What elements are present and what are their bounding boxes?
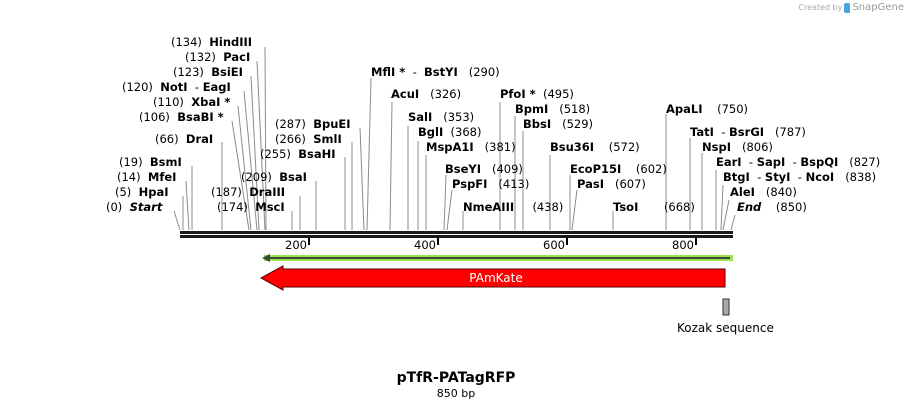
site-pfoi[interactable]: PfoI * (495) [500, 87, 574, 101]
site-mspa1i[interactable]: MspA1I (381) [426, 140, 516, 154]
pamkate-feature-arrow [259, 265, 726, 291]
backbone-top-strand [180, 231, 733, 234]
site-end[interactable]: End (850) [737, 200, 807, 214]
ruler-ticks [308, 238, 697, 245]
site-sali[interactable]: SalI (353) [408, 110, 475, 124]
site-connectors [173, 46, 736, 231]
site-tsoi[interactable]: TsoI (668) [613, 200, 695, 214]
site-ecop15i[interactable]: EcoP15I (602) [570, 162, 667, 176]
site-bsai[interactable]: (209) BsaI [241, 170, 307, 184]
site-noti-eagi[interactable]: (120) NotI - EagI [122, 80, 231, 94]
site-pasi[interactable]: PasI (607) [577, 177, 646, 191]
site-bsu36i[interactable]: Bsu36I (572) [550, 140, 640, 154]
site-start[interactable]: (0) Start [106, 200, 163, 214]
site-xbai[interactable]: (110) XbaI * [153, 95, 231, 109]
feature-label-pamkate[interactable]: PAmKate [469, 271, 523, 285]
site-pspfi[interactable]: PspFI (413) [452, 177, 530, 191]
tick-label-400: 400 [414, 238, 436, 252]
site-tati-bsrgi[interactable]: TatI - BsrGI (787) [690, 125, 806, 139]
site-hindiii[interactable]: (134) HindIII [171, 35, 253, 49]
site-smli[interactable]: (266) SmlI [275, 132, 342, 146]
site-bpmi[interactable]: BpmI (518) [515, 102, 591, 116]
site-bsahi[interactable]: (255) BsaHI [260, 147, 336, 161]
map-length: 850 bp [436, 387, 476, 400]
map-title: pTfR-PATagRFP [396, 370, 516, 386]
site-eari-sapi-bspqi[interactable]: EarI - SapI - BspQI (827) [716, 155, 881, 169]
site-alei[interactable]: AleI (840) [730, 185, 797, 199]
site-mfei[interactable]: (14) MfeI [117, 170, 177, 184]
tick-label-800: 800 [672, 238, 694, 252]
snapgene-credit: Created by SnapGene [798, 2, 904, 13]
site-nmeaiii[interactable]: NmeAIII (438) [463, 200, 564, 214]
tick-label-600: 600 [543, 238, 565, 252]
backbone-bottom-strand [180, 235, 733, 238]
site-acui[interactable]: AcuI (326) [391, 87, 462, 101]
site-hpai[interactable]: (5) HpaI [115, 185, 169, 199]
site-apali[interactable]: ApaLI (750) [666, 102, 749, 116]
site-nspi[interactable]: NspI (806) [702, 140, 773, 154]
site-bgli[interactable]: BglI (368) [418, 125, 482, 139]
site-bsmi[interactable]: (19) BsmI [119, 155, 182, 169]
kozak-feature-box [722, 298, 730, 316]
site-bbsi[interactable]: BbsI (529) [523, 117, 594, 131]
site-bseyi[interactable]: BseYI (409) [445, 162, 523, 176]
site-bsiei[interactable]: (123) BsiEI [173, 65, 243, 79]
feature-label-kozak[interactable]: Kozak sequence [677, 321, 774, 335]
site-drai[interactable]: (66) DraI [155, 132, 214, 146]
site-mfli-bstyi[interactable]: MflI * - BstYI (290) [371, 65, 500, 79]
snapgene-logo-icon [844, 2, 851, 13]
site-bsabi[interactable]: (106) BsaBI * [139, 110, 224, 124]
site-paci[interactable]: (132) PacI [185, 50, 251, 64]
site-bpuei[interactable]: (287) BpuEI [275, 117, 351, 131]
tick-label-200: 200 [285, 238, 307, 252]
site-draiii[interactable]: (187) DraIII [211, 185, 286, 199]
site-btgi-styi-ncoi[interactable]: BtgI - StyI - NcoI (838) [723, 170, 877, 184]
site-msci[interactable]: (174) MscI [217, 200, 285, 214]
